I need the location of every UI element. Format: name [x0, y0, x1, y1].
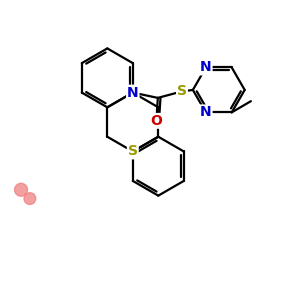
Circle shape — [24, 193, 36, 205]
Text: N: N — [200, 61, 212, 74]
Text: O: O — [150, 114, 162, 128]
Circle shape — [15, 183, 28, 196]
Text: N: N — [200, 105, 212, 119]
Text: S: S — [128, 145, 138, 158]
Text: S: S — [177, 84, 187, 98]
Text: N: N — [127, 85, 139, 100]
